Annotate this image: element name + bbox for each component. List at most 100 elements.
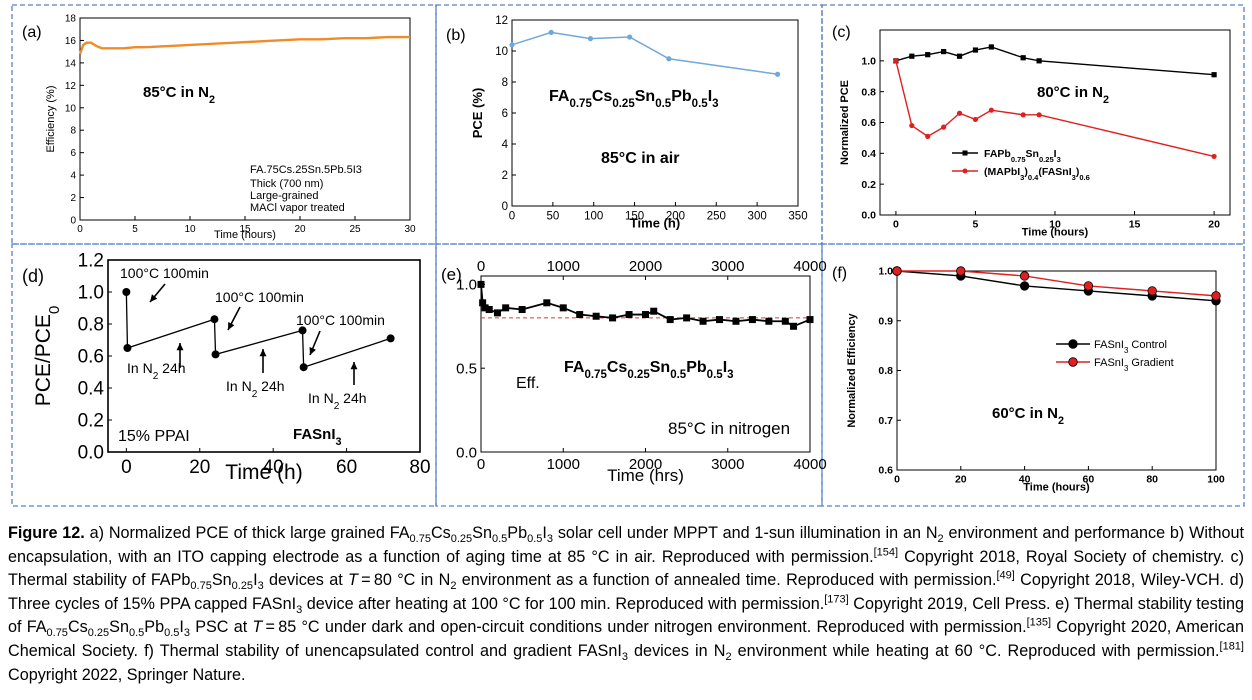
y-axis-label: PCE (%) [470, 88, 485, 139]
composition-label: FA0.75Cs0.25Sn0.5Pb0.5I3 [564, 359, 734, 381]
x-tick-label: 2000 [629, 456, 662, 473]
legend-label: (MAPbI3)0.4(FASnI3)0.6 [984, 166, 1090, 182]
data-point [1019, 271, 1030, 281]
data-point [956, 110, 963, 116]
caption-text-a: a) Normalized PCE of thick large grained… [8, 524, 1245, 566]
figure-panels: 0 5 10 15 20 25 30 0 2 4 6 8 10 12 14 16 18 Time (hours) E… [11, 4, 1245, 507]
plot-frame [896, 270, 1217, 471]
x-tick-label: 5 [973, 219, 979, 231]
data-point [587, 36, 594, 42]
x-tick-label: 3000 [711, 456, 744, 473]
data-point [1083, 281, 1094, 291]
data-point [972, 116, 979, 123]
x-tick-label: 10 [1049, 219, 1061, 231]
panel-border [11, 243, 437, 507]
data-point [806, 316, 814, 324]
y-tick-label: 1.2 [78, 251, 104, 272]
legend-label: FASnI3 Control [1094, 339, 1167, 355]
condition-label: 80°C in N2 [1037, 84, 1109, 106]
data-point [941, 48, 947, 55]
y-tick-label: 4 [70, 171, 76, 182]
data-point [1211, 291, 1221, 301]
y-tick-label: 2 [502, 170, 508, 182]
data-point [699, 317, 707, 325]
y-tick-label: 0.2 [861, 179, 876, 191]
plot-frame [511, 19, 799, 207]
x-tick-label: 10 [184, 224, 196, 235]
series-line [480, 284, 811, 328]
arrow-head [150, 294, 158, 302]
data-point [650, 307, 658, 315]
y-tick-label: 10 [65, 103, 77, 114]
data-point [988, 44, 994, 50]
x-axis-label: Time (hours) [1022, 227, 1089, 239]
x-tick-label-top: 4000 [793, 258, 826, 275]
x-tick-label: 300 [748, 211, 767, 223]
y-axis-label: Efficiency (%) [45, 85, 57, 152]
y-tick-label: 0.6 [78, 347, 104, 368]
chart-panel-b: 0 50 100 150 200 250 300 350 0 2 4 6 8 10 12 Time (h) PC… [446, 15, 808, 230]
x-tick-label: 50 [546, 211, 559, 223]
x-tick-label: 200 [666, 211, 685, 223]
arrow-head [309, 347, 316, 355]
x-tick-label: 0 [893, 219, 899, 231]
data-point [627, 34, 633, 40]
y-tick-label: 16 [65, 36, 77, 47]
y-tick-label: 0.6 [861, 117, 876, 129]
y-tick-label: 2 [70, 193, 76, 204]
y-tick-label: 0.0 [861, 210, 876, 222]
x-tick-label: 20 [294, 224, 306, 235]
data-point [748, 316, 756, 324]
data-point [666, 316, 674, 324]
data-point [892, 266, 902, 276]
data-point [485, 306, 493, 314]
condition-label: 85°C in air [601, 150, 679, 167]
x-tick-label: 250 [707, 211, 726, 223]
caption-text-f: f) Thermal stability of unencapsulated c… [8, 640, 1244, 684]
data-point [765, 317, 773, 325]
data-point [790, 322, 798, 330]
x-tick-label: 100 [1207, 474, 1225, 486]
data-point [1211, 153, 1217, 160]
chart-panel-e: 0 0 1000 1000 2000 2000 3000 3000 4000 4000 0.0 0.5… [441, 258, 827, 485]
x-axis-label: Time (hrs) [607, 466, 684, 485]
x-tick-label: 25 [349, 224, 361, 235]
arrow-head [350, 362, 358, 370]
data-point [543, 299, 551, 307]
y-tick-label: 0.8 [861, 86, 876, 98]
data-point [299, 363, 308, 372]
y-tick-label: 8 [70, 126, 76, 137]
panel-label: (e) [441, 265, 462, 284]
data-point [123, 344, 132, 352]
y-axis-label: Normalized PCE [839, 80, 851, 165]
y-tick-label: 0 [502, 201, 508, 213]
data-point [479, 299, 487, 307]
y-tick-label: 12 [495, 15, 508, 27]
chart-panel-f: 0 20 40 60 80 100 0.6 0.7 0.8 0.9 1.0 Time (hours) N… [832, 265, 1225, 494]
x-tick-label-top: 3000 [711, 258, 744, 275]
data-point [941, 124, 947, 130]
y-tick-label: 8 [502, 77, 508, 89]
series-line [301, 330, 391, 369]
data-point [1020, 112, 1026, 118]
y-tick-label: 0.4 [861, 148, 876, 160]
x-tick-label: 15 [239, 224, 251, 235]
rest-label: In N2 24h [127, 360, 186, 382]
data-point [893, 58, 899, 64]
y-tick-label: 0.5 [456, 360, 477, 377]
x-tick-label: 40 [1019, 474, 1031, 486]
y-tick-label: 0.8 [878, 365, 893, 377]
y-tick-label: 6 [502, 108, 508, 120]
data-point [972, 47, 979, 53]
x-tick-label: 0 [77, 224, 83, 235]
data-point [1020, 55, 1026, 61]
series-line [895, 60, 1215, 158]
x-axis-label: Time (h) [630, 216, 680, 231]
data-point [548, 29, 554, 35]
legend-marker [1068, 339, 1078, 349]
data-point [909, 122, 915, 129]
data-point [502, 304, 510, 312]
data-point [781, 317, 789, 325]
legend-label: FASnI3 Gradient [1094, 357, 1174, 373]
